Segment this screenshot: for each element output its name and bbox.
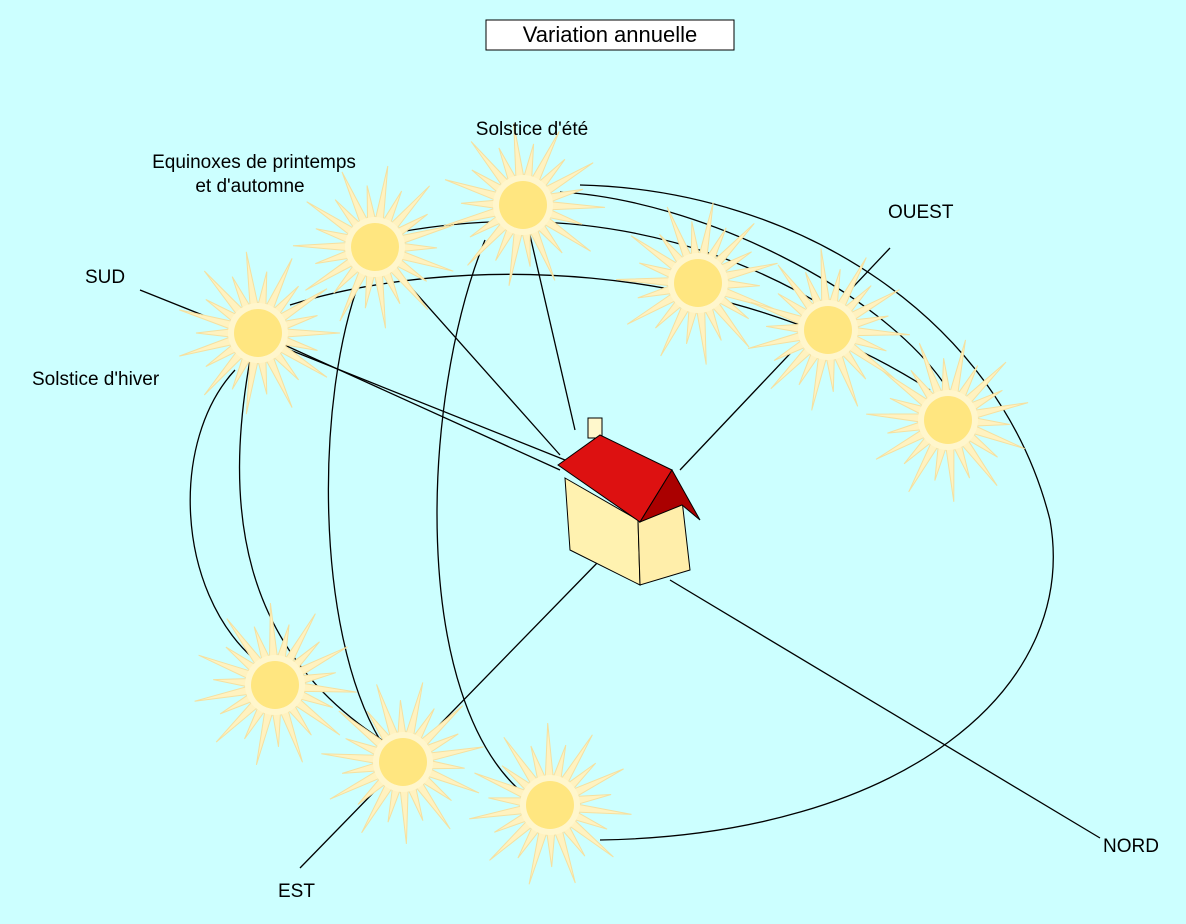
sun [321, 682, 483, 844]
sun [293, 166, 454, 328]
sun-core [526, 781, 574, 829]
sun-core [804, 306, 852, 354]
diagram: Variation annuelle Solstice d'été Equino… [0, 0, 1186, 924]
north-axis [670, 580, 1100, 838]
sun-core [924, 396, 972, 444]
sun-core [234, 309, 282, 357]
sun-core [251, 661, 299, 709]
label: Equinoxes de printemps [152, 152, 356, 173]
sun-core [499, 181, 547, 229]
equinox-arc [328, 280, 380, 740]
sun [444, 124, 605, 286]
sun [748, 248, 910, 410]
sun-core [351, 223, 399, 271]
sun [179, 252, 340, 414]
sun [469, 723, 631, 884]
label: SUD [85, 267, 125, 288]
ray-line [258, 333, 560, 470]
label: NORD [1103, 836, 1159, 857]
sun-core [674, 259, 722, 307]
sun [866, 340, 1028, 502]
winter-arc [190, 370, 255, 660]
title: Variation annuelle [523, 22, 698, 47]
label: et d'automne [195, 176, 304, 197]
summer-arc [437, 240, 525, 795]
label: Solstice d'hiver [32, 369, 160, 390]
house [558, 418, 700, 585]
label: EST [278, 881, 315, 902]
label: OUEST [888, 202, 954, 223]
sun-core [379, 738, 427, 786]
label: Solstice d'été [476, 119, 588, 140]
